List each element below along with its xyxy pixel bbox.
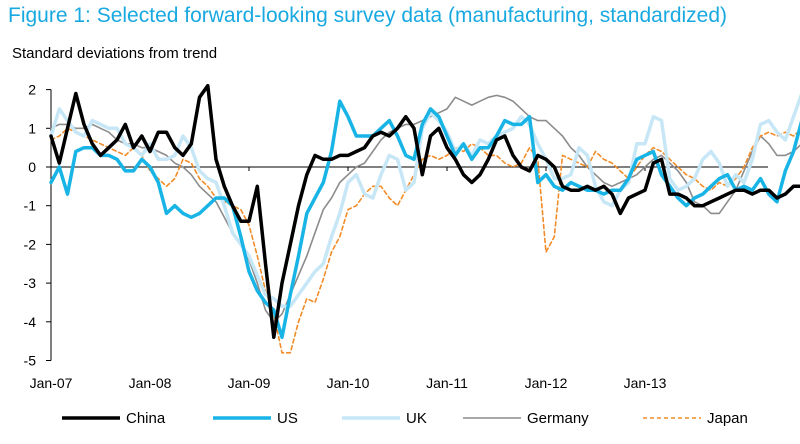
chart-axes: -5 -4 -3 -2 -1 0 1 2 Jan-07 Jan-08 Jan-09 Jan-10 Jan… [24, 82, 768, 391]
x-tick-label: Jan-10 [327, 375, 370, 391]
y-tick-label: 0 [28, 159, 36, 175]
y-tick-label: -2 [24, 236, 37, 252]
legend-label-us: US [277, 410, 298, 427]
y-axis-label: Standard deviations from trend [12, 45, 218, 62]
series-line-germany [50, 94, 800, 323]
chart-series [49, 83, 800, 354]
y-tick-label: 2 [28, 82, 36, 98]
x-tick-label: Jan-13 [624, 375, 667, 391]
series-line-china [49, 83, 800, 340]
legend-label-china: China [126, 410, 166, 427]
x-tick-label: Jan-11 [426, 375, 468, 391]
y-tick-label: -1 [24, 198, 37, 214]
x-tick-label: Jan-08 [129, 375, 172, 391]
legend-label-japan: Japan [707, 410, 748, 427]
y-tick-label: 1 [28, 120, 36, 136]
legend-label-uk: UK [406, 410, 427, 427]
x-tick-label: Jan-07 [30, 375, 73, 391]
series-line-us [49, 99, 800, 340]
y-tick-label: -5 [24, 353, 37, 369]
x-tick-label: Jan-12 [525, 375, 568, 391]
series-line-japan [50, 127, 800, 354]
y-tick-label: -3 [24, 275, 37, 291]
chart-title: Figure 1: Selected forward-looking surve… [8, 4, 728, 27]
y-tick-label: -4 [24, 314, 37, 330]
series-line-uk [49, 93, 800, 309]
chart-legend: China US UK Germany Japan [62, 410, 748, 427]
legend-label-germany: Germany [527, 410, 589, 427]
x-tick-label: Jan-09 [228, 375, 271, 391]
